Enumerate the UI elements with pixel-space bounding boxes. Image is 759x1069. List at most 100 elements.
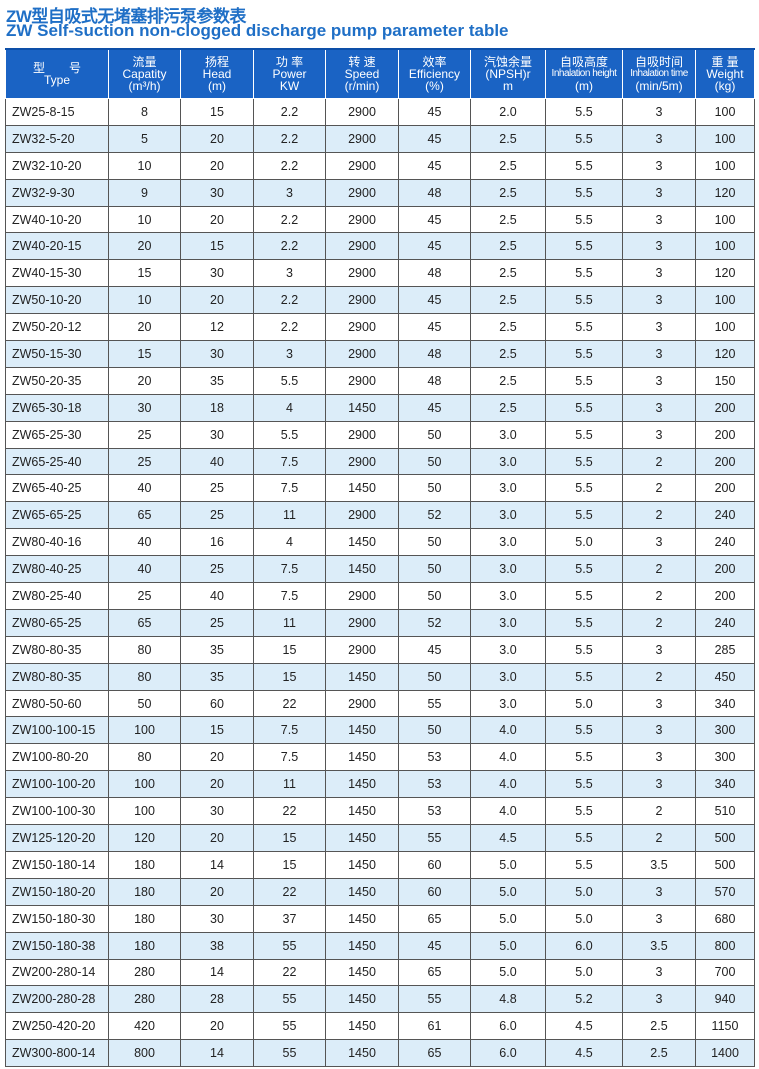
cell-type: ZW150-180-20 xyxy=(5,877,109,906)
cell-power: 7.5 xyxy=(253,582,326,610)
cell-weight: 240 xyxy=(695,608,755,637)
cell-inhalation-time: 3.5 xyxy=(622,850,696,879)
cell-speed: 2900 xyxy=(325,582,399,610)
cell-power: 55 xyxy=(253,1039,326,1068)
cell-inhalation-height: 5.5 xyxy=(545,340,623,368)
cell-weight: 120 xyxy=(695,178,755,207)
cell-inhalation-height: 5.5 xyxy=(545,447,623,476)
cell-speed: 1450 xyxy=(325,474,399,503)
cell-power: 2.2 xyxy=(253,205,326,234)
cell-efficiency: 48 xyxy=(398,366,471,395)
cell-type: ZW80-65-25 xyxy=(5,608,109,637)
column-header-efficiency: 效率 Efficiency (%) xyxy=(398,48,471,99)
cell-efficiency: 45 xyxy=(398,151,471,180)
cell-inhalation-time: 3 xyxy=(622,689,696,718)
table-row: ZW65-30-18 30 18 4 1450 45 2.5 5.5 3 200 xyxy=(5,393,755,422)
header-cn: 扬程 xyxy=(204,55,229,69)
cell-head: 35 xyxy=(180,635,254,664)
cell-head: 20 xyxy=(180,1012,254,1041)
cell-inhalation-height: 5.5 xyxy=(545,608,623,637)
cell-weight: 300 xyxy=(695,716,755,745)
header-cn: 自吸高度 xyxy=(559,55,608,69)
cell-inhalation-time: 2.5 xyxy=(622,1012,696,1041)
cell-weight: 100 xyxy=(695,286,755,315)
cell-inhalation-time: 3 xyxy=(622,877,696,906)
cell-weight: 200 xyxy=(695,420,755,449)
cell-inhalation-height: 5.5 xyxy=(545,555,623,584)
table-row: ZW80-65-25 65 25 11 2900 52 3.0 5.5 2 240 xyxy=(5,608,755,637)
header-en: Inhalation height xyxy=(551,68,617,79)
column-header-type: 型 号 Type xyxy=(5,48,109,99)
cell-speed: 2900 xyxy=(325,313,399,342)
cell-efficiency: 48 xyxy=(398,259,471,288)
cell-efficiency: 65 xyxy=(398,904,471,933)
cell-efficiency: 50 xyxy=(398,474,471,503)
cell-npsh: 2.5 xyxy=(470,313,546,342)
cell-npsh: 2.5 xyxy=(470,151,546,180)
cell-efficiency: 45 xyxy=(398,635,471,664)
header-en: (NPSH)r xyxy=(485,67,531,81)
cell-weight: 500 xyxy=(695,850,755,879)
cell-power: 37 xyxy=(253,904,326,933)
cell-power: 55 xyxy=(253,931,326,960)
table-row: ZW65-40-25 40 25 7.5 1450 50 3.0 5.5 2 200 xyxy=(5,474,755,503)
cell-weight: 1400 xyxy=(695,1039,755,1068)
cell-inhalation-height: 5.0 xyxy=(545,958,623,987)
cell-npsh: 2.5 xyxy=(470,259,546,288)
cell-inhalation-height: 5.5 xyxy=(545,286,623,315)
cell-efficiency: 50 xyxy=(398,716,471,745)
title-english: ZW Self-suction non-clogged discharge pu… xyxy=(6,21,509,40)
cell-weight: 800 xyxy=(695,931,755,960)
cell-inhalation-time: 2 xyxy=(622,582,696,610)
cell-efficiency: 65 xyxy=(398,958,471,987)
cell-npsh: 2.5 xyxy=(470,124,546,153)
table-row: ZW150-180-20 180 20 22 1450 60 5.0 5.0 3 570 xyxy=(5,877,755,906)
cell-capacity: 15 xyxy=(108,340,181,368)
cell-npsh: 3.0 xyxy=(470,447,546,476)
cell-power: 4 xyxy=(253,393,326,422)
cell-power: 22 xyxy=(253,958,326,987)
cell-head: 25 xyxy=(180,608,254,637)
cell-speed: 1450 xyxy=(325,1012,399,1041)
cell-weight: 100 xyxy=(695,151,755,180)
table-row: ZW80-25-40 25 40 7.5 2900 50 3.0 5.5 2 200 xyxy=(5,582,755,610)
cell-weight: 510 xyxy=(695,797,755,826)
cell-inhalation-time: 3 xyxy=(622,770,696,799)
cell-head: 30 xyxy=(180,904,254,933)
column-header-npsh: 汽蚀余量 (NPSH)r m xyxy=(470,48,546,99)
header-row: 型 号 Type 流量 Capatity (m³/h) 扬程 Head (m) 功 率 Power… xyxy=(5,48,755,99)
cell-inhalation-time: 3 xyxy=(622,743,696,772)
table-row: ZW150-180-14 180 14 15 1450 60 5.0 5.5 3.5 500 xyxy=(5,850,755,879)
cell-capacity: 10 xyxy=(108,151,181,180)
cell-speed: 1450 xyxy=(325,958,399,987)
cell-inhalation-height: 5.5 xyxy=(545,797,623,826)
cell-inhalation-height: 5.5 xyxy=(545,635,623,664)
cell-weight: 300 xyxy=(695,743,755,772)
cell-head: 30 xyxy=(180,420,254,449)
cell-weight: 940 xyxy=(695,985,755,1014)
cell-efficiency: 61 xyxy=(398,1012,471,1041)
cell-type: ZW100-100-20 xyxy=(5,770,109,799)
header-unit: (min/5m) xyxy=(635,79,683,93)
cell-inhalation-time: 3 xyxy=(622,393,696,422)
cell-speed: 2900 xyxy=(325,366,399,395)
cell-head: 30 xyxy=(180,178,254,207)
table-row: ZW50-20-12 20 12 2.2 2900 45 2.5 5.5 3 100 xyxy=(5,313,755,342)
cell-power: 3 xyxy=(253,259,326,288)
cell-power: 7.5 xyxy=(253,716,326,745)
cell-efficiency: 48 xyxy=(398,178,471,207)
table-row: ZW50-10-20 10 20 2.2 2900 45 2.5 5.5 3 100 xyxy=(5,286,755,315)
cell-capacity: 280 xyxy=(108,958,181,987)
cell-weight: 100 xyxy=(695,313,755,342)
table-row: ZW32-10-20 10 20 2.2 2900 45 2.5 5.5 3 100 xyxy=(5,151,755,180)
header-cn: 转 速 xyxy=(348,55,376,69)
title-chinese: ZW型自吸式无堵塞排污泵参数表 xyxy=(6,7,246,26)
cell-type: ZW80-50-60 xyxy=(5,689,109,718)
cell-head: 18 xyxy=(180,393,254,422)
cell-inhalation-height: 5.5 xyxy=(545,259,623,288)
cell-speed: 2900 xyxy=(325,178,399,207)
table-row: ZW100-80-20 80 20 7.5 1450 53 4.0 5.5 3 300 xyxy=(5,743,755,772)
cell-type: ZW32-5-20 xyxy=(5,124,109,153)
header-en: Power xyxy=(272,67,307,81)
cell-npsh: 4.0 xyxy=(470,716,546,745)
